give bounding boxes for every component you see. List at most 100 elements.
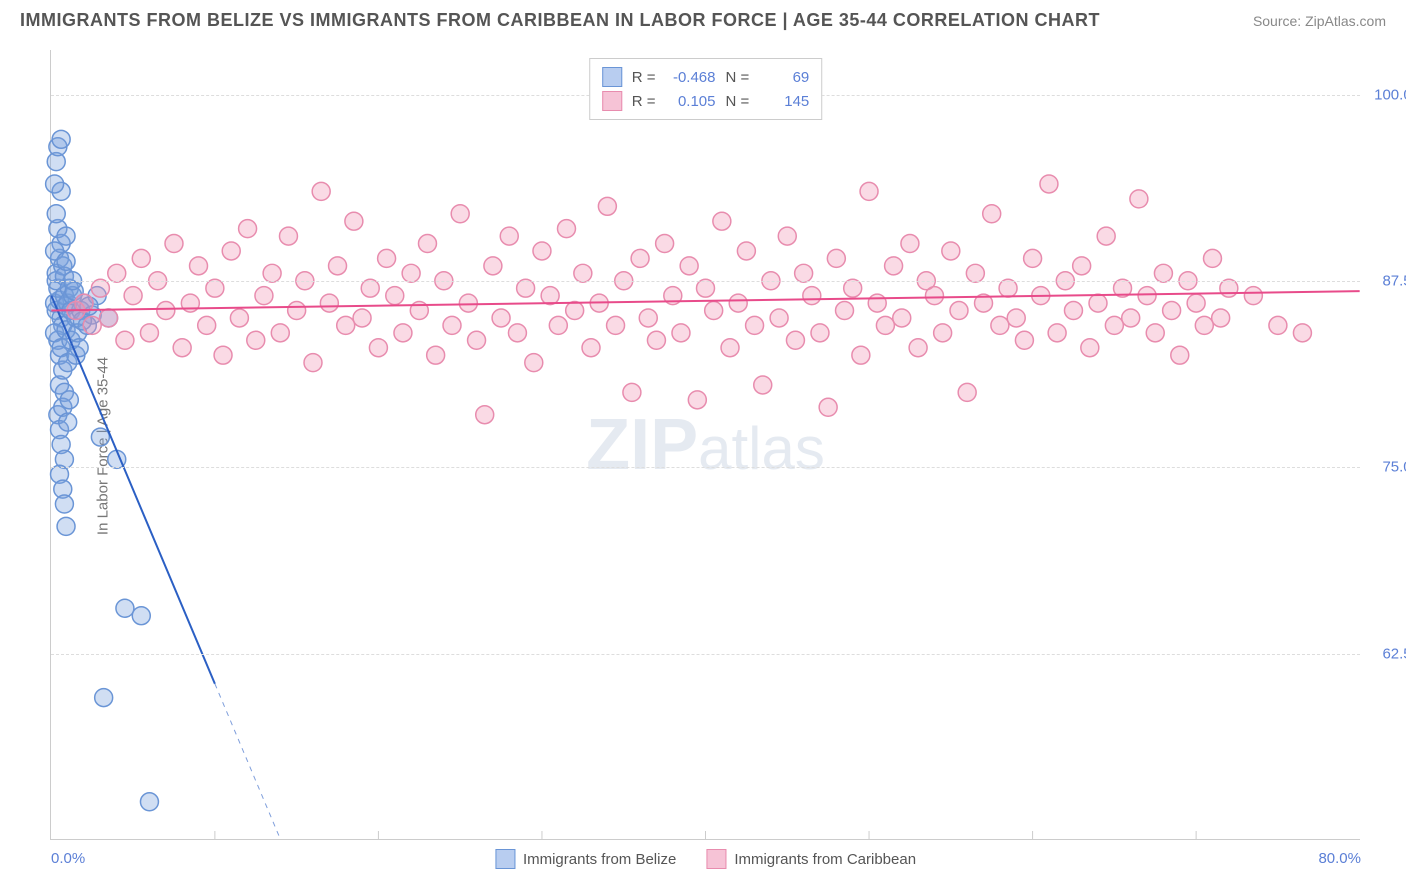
- scatter-point: [378, 249, 396, 267]
- scatter-point: [345, 212, 363, 230]
- scatter-point: [1105, 316, 1123, 334]
- gridline-horizontal: [51, 654, 1360, 655]
- scatter-point: [1122, 309, 1140, 327]
- scatter-point: [369, 339, 387, 357]
- scatter-point: [271, 324, 289, 342]
- scatter-point: [476, 406, 494, 424]
- scatter-point: [288, 302, 306, 320]
- scatter-point: [1015, 331, 1033, 349]
- scatter-point: [754, 376, 772, 394]
- scatter-point: [57, 252, 75, 270]
- scatter-point: [1203, 249, 1221, 267]
- scatter-point: [525, 354, 543, 372]
- scatter-point: [100, 309, 118, 327]
- r-value-0: -0.468: [666, 69, 716, 86]
- scatter-point: [639, 309, 657, 327]
- scatter-point: [631, 249, 649, 267]
- scatter-point: [239, 220, 257, 238]
- scatter-point: [83, 316, 101, 334]
- scatter-point: [443, 316, 461, 334]
- r-value-1: 0.105: [666, 93, 716, 110]
- scatter-point: [1171, 346, 1189, 364]
- scatter-point: [1130, 190, 1148, 208]
- series-legend: Immigrants from Belize Immigrants from C…: [495, 849, 916, 869]
- scatter-point: [688, 391, 706, 409]
- scatter-point: [55, 495, 73, 513]
- scatter-point: [132, 607, 150, 625]
- scatter-point: [656, 235, 674, 253]
- scatter-point: [1269, 316, 1287, 334]
- scatter-point: [451, 205, 469, 223]
- x-tick-label: 0.0%: [51, 850, 85, 867]
- y-tick-label: 62.5%: [1365, 645, 1406, 662]
- scatter-point: [1138, 287, 1156, 305]
- scatter-point: [124, 287, 142, 305]
- scatter-point: [1073, 257, 1091, 275]
- legend-row-caribbean: R = 0.105 N = 145: [602, 89, 810, 113]
- scatter-point: [46, 175, 64, 193]
- scatter-point: [1024, 249, 1042, 267]
- scatter-point: [353, 309, 371, 327]
- scatter-point: [116, 331, 134, 349]
- legend-label-caribbean: Immigrants from Caribbean: [734, 851, 916, 868]
- scatter-point: [541, 287, 559, 305]
- scatter-point: [329, 257, 347, 275]
- scatter-point: [52, 130, 70, 148]
- chart-plot-area: ZIPatlas R = -0.468 N = 69 R = 0.105 N =…: [50, 50, 1360, 840]
- n-label-0: N =: [726, 69, 750, 86]
- y-tick-label: 75.0%: [1365, 459, 1406, 476]
- scatter-point: [1212, 309, 1230, 327]
- scatter-point: [492, 309, 510, 327]
- gridline-horizontal: [51, 467, 1360, 468]
- scatter-point: [925, 287, 943, 305]
- scatter-point: [95, 689, 113, 707]
- scatter-point: [746, 316, 764, 334]
- scatter-point: [803, 287, 821, 305]
- scatter-point: [1097, 227, 1115, 245]
- swatch-caribbean: [602, 91, 622, 111]
- scatter-point: [909, 339, 927, 357]
- scatter-point: [786, 331, 804, 349]
- scatter-point: [876, 316, 894, 334]
- scatter-point: [566, 302, 584, 320]
- scatter-point: [157, 302, 175, 320]
- scatter-point: [885, 257, 903, 275]
- scatter-point: [827, 249, 845, 267]
- scatter-point: [304, 354, 322, 372]
- scatter-point: [500, 227, 518, 245]
- scatter-point: [190, 257, 208, 275]
- scatter-point: [598, 197, 616, 215]
- scatter-point: [1293, 324, 1311, 342]
- scatter-point: [132, 249, 150, 267]
- scatter-point: [116, 599, 134, 617]
- n-label-1: N =: [726, 93, 750, 110]
- scatter-point: [173, 339, 191, 357]
- scatter-point: [140, 324, 158, 342]
- scatter-point: [868, 294, 886, 312]
- scatter-point: [778, 227, 796, 245]
- scatter-point: [1048, 324, 1066, 342]
- scatter-point: [263, 264, 281, 282]
- scatter-point: [558, 220, 576, 238]
- scatter-point: [647, 331, 665, 349]
- correlation-legend: R = -0.468 N = 69 R = 0.105 N = 145: [589, 58, 823, 120]
- scatter-point: [893, 309, 911, 327]
- legend-item-caribbean: Immigrants from Caribbean: [706, 849, 916, 869]
- scatter-point: [459, 294, 477, 312]
- scatter-plot-svg: [51, 50, 1360, 839]
- chart-title: IMMIGRANTS FROM BELIZE VS IMMIGRANTS FRO…: [20, 10, 1100, 31]
- scatter-point: [247, 331, 265, 349]
- n-value-1: 145: [759, 93, 809, 110]
- scatter-point: [713, 212, 731, 230]
- scatter-point: [729, 294, 747, 312]
- scatter-point: [819, 398, 837, 416]
- scatter-point: [770, 309, 788, 327]
- scatter-point: [1146, 324, 1164, 342]
- trend-line: [51, 296, 215, 684]
- r-label-1: R =: [632, 93, 656, 110]
- scatter-point: [549, 316, 567, 334]
- scatter-point: [57, 517, 75, 535]
- scatter-point: [230, 309, 248, 327]
- scatter-point: [165, 235, 183, 253]
- scatter-point: [484, 257, 502, 275]
